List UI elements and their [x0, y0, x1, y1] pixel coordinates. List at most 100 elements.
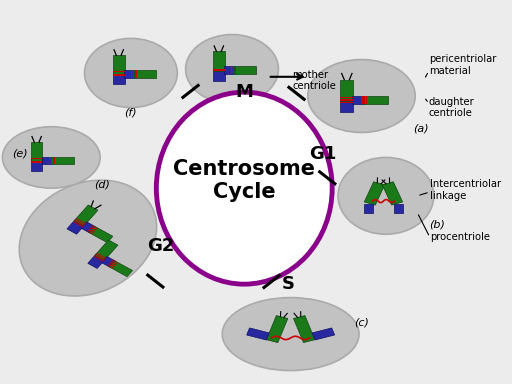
Text: S: S — [282, 275, 295, 293]
Text: procentriole: procentriole — [430, 232, 490, 242]
Polygon shape — [233, 66, 234, 74]
Polygon shape — [131, 70, 132, 78]
Polygon shape — [113, 71, 124, 72]
Text: (c): (c) — [354, 318, 369, 328]
Polygon shape — [266, 316, 288, 343]
Polygon shape — [110, 261, 116, 268]
Text: (d): (d) — [94, 179, 110, 189]
Text: pericentriolar
material: pericentriolar material — [429, 55, 496, 76]
Polygon shape — [113, 74, 124, 75]
Polygon shape — [340, 100, 353, 101]
Polygon shape — [31, 161, 42, 162]
Polygon shape — [31, 159, 42, 160]
Polygon shape — [96, 254, 105, 260]
Text: Centrosome
Cycle: Centrosome Cycle — [173, 159, 315, 202]
Polygon shape — [109, 261, 133, 276]
Text: (f): (f) — [124, 108, 137, 118]
Text: Intercentriolar
linkage: Intercentriolar linkage — [430, 179, 501, 201]
Ellipse shape — [222, 298, 359, 371]
Polygon shape — [213, 70, 225, 71]
Ellipse shape — [19, 180, 157, 296]
Text: G1: G1 — [309, 145, 336, 162]
Polygon shape — [31, 162, 42, 163]
Text: (a): (a) — [413, 124, 429, 134]
Polygon shape — [108, 260, 114, 266]
Text: G2: G2 — [147, 237, 175, 255]
Polygon shape — [41, 157, 52, 164]
Polygon shape — [51, 157, 52, 164]
Polygon shape — [124, 70, 134, 78]
Polygon shape — [73, 222, 83, 227]
Ellipse shape — [338, 157, 434, 234]
Polygon shape — [360, 96, 361, 104]
Polygon shape — [235, 66, 236, 74]
Polygon shape — [74, 205, 98, 226]
Polygon shape — [31, 159, 42, 171]
Polygon shape — [312, 328, 335, 340]
Ellipse shape — [186, 35, 279, 104]
Polygon shape — [213, 71, 225, 72]
Polygon shape — [75, 219, 85, 225]
Polygon shape — [113, 75, 124, 76]
Polygon shape — [213, 68, 225, 81]
Polygon shape — [293, 316, 315, 343]
Polygon shape — [31, 158, 42, 159]
Polygon shape — [362, 96, 364, 104]
Polygon shape — [113, 55, 124, 74]
Polygon shape — [231, 66, 232, 74]
Polygon shape — [382, 182, 402, 205]
Polygon shape — [340, 97, 353, 98]
Polygon shape — [95, 240, 118, 261]
Polygon shape — [247, 328, 269, 340]
Polygon shape — [340, 79, 353, 101]
Polygon shape — [366, 96, 367, 104]
Polygon shape — [135, 70, 136, 78]
Polygon shape — [89, 226, 113, 243]
Polygon shape — [113, 72, 124, 84]
Polygon shape — [67, 219, 86, 234]
Polygon shape — [89, 226, 95, 233]
Polygon shape — [81, 222, 95, 233]
Polygon shape — [90, 227, 96, 233]
Polygon shape — [91, 228, 98, 234]
Polygon shape — [109, 260, 115, 267]
Polygon shape — [363, 96, 388, 104]
Polygon shape — [364, 182, 385, 205]
Polygon shape — [95, 255, 104, 261]
Text: (e): (e) — [12, 149, 27, 159]
Polygon shape — [364, 204, 373, 213]
Polygon shape — [340, 98, 353, 112]
Polygon shape — [76, 218, 86, 224]
Polygon shape — [94, 256, 103, 262]
Polygon shape — [340, 102, 353, 103]
Ellipse shape — [3, 127, 100, 188]
Polygon shape — [74, 220, 84, 226]
Polygon shape — [233, 66, 256, 74]
Polygon shape — [54, 157, 55, 164]
Polygon shape — [237, 66, 238, 74]
Polygon shape — [52, 157, 74, 164]
Ellipse shape — [308, 60, 415, 132]
Polygon shape — [365, 96, 366, 104]
Polygon shape — [49, 157, 50, 164]
Polygon shape — [112, 262, 118, 268]
Polygon shape — [97, 253, 106, 258]
Polygon shape — [133, 70, 134, 78]
Polygon shape — [53, 157, 54, 164]
Polygon shape — [352, 96, 364, 104]
Polygon shape — [213, 69, 225, 70]
Polygon shape — [213, 51, 225, 71]
Polygon shape — [224, 66, 234, 74]
Text: mother
centriole: mother centriole — [292, 70, 336, 91]
Polygon shape — [31, 142, 42, 161]
Polygon shape — [394, 204, 403, 213]
Ellipse shape — [84, 38, 177, 108]
Polygon shape — [101, 257, 115, 267]
Text: (b): (b) — [429, 220, 445, 230]
Polygon shape — [136, 70, 137, 78]
Polygon shape — [88, 253, 106, 268]
Polygon shape — [87, 225, 93, 232]
Ellipse shape — [156, 92, 332, 284]
Text: M: M — [236, 83, 253, 101]
Polygon shape — [134, 70, 156, 78]
